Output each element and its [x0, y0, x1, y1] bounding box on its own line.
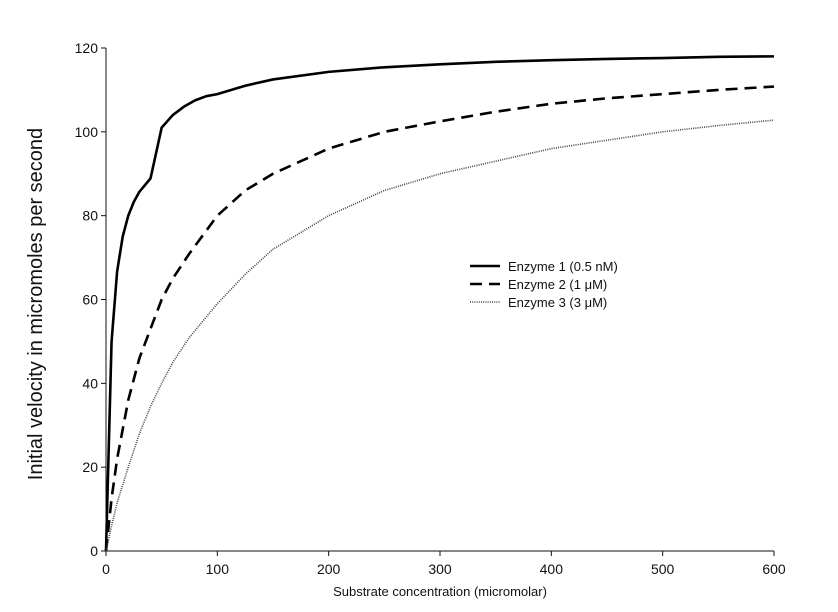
x-tick-label: 500 — [651, 561, 675, 577]
x-tick-label: 200 — [317, 561, 341, 577]
y-tick-label: 0 — [90, 543, 98, 559]
y-tick-label: 120 — [75, 40, 99, 56]
series-line-1 — [104, 55, 775, 552]
x-tick-label: 600 — [762, 561, 786, 577]
y-tick-label: 80 — [82, 208, 98, 224]
y-tick-label: 60 — [82, 292, 98, 308]
series-line-3 — [105, 119, 775, 552]
x-tick-label: 300 — [428, 561, 452, 577]
x-axis-title: Substrate concentration (micromolar) — [333, 584, 547, 599]
x-ticks: 0 100 200 300 400 500 600 — [102, 551, 786, 577]
x-tick-label: 0 — [102, 561, 110, 577]
legend-label-1: Enzyme 1 (0.5 nM) — [508, 259, 618, 274]
y-tick-label: 20 — [82, 459, 98, 475]
legend: Enzyme 1 (0.5 nM) Enzyme 2 (1 μM) Enzyme 3… — [470, 259, 618, 310]
series-line-2 — [104, 85, 775, 552]
y-tick-label: 40 — [82, 375, 98, 391]
y-axis-title: Initial velocity in micromoles per secon… — [25, 128, 47, 480]
legend-label-3: Enzyme 3 (3 μM) — [508, 295, 607, 310]
series-layer — [104, 55, 775, 552]
y-tick-label: 100 — [75, 124, 99, 140]
y-ticks: 0 20 40 60 80 100 120 — [75, 40, 106, 559]
x-tick-label: 100 — [206, 561, 230, 577]
legend-label-2: Enzyme 2 (1 μM) — [508, 277, 607, 292]
x-tick-label: 400 — [540, 561, 564, 577]
axes — [105, 48, 774, 552]
